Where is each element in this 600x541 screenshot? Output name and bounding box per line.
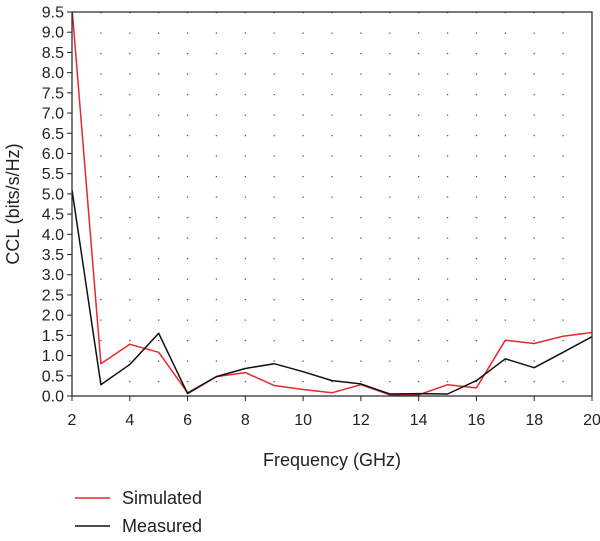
y-tick-label: 7.5 — [42, 85, 64, 102]
y-tick-label: 1.0 — [42, 348, 64, 365]
plot-frame — [71, 11, 593, 397]
y-tick-label: 9.5 — [42, 5, 64, 22]
y-axis-title: CCL (bits/s/Hz) — [3, 143, 23, 264]
series-lines — [72, 12, 592, 396]
series-line-measured — [72, 189, 592, 395]
x-tick-label: 18 — [525, 412, 543, 429]
series-line-simulated — [72, 12, 592, 396]
y-tick-label: 8.5 — [42, 45, 64, 62]
x-tick-label: 6 — [183, 412, 192, 429]
y-tick-label: 3.5 — [42, 247, 64, 264]
y-tick-label: 3.0 — [42, 267, 64, 284]
y-tick-label: 2.0 — [42, 308, 64, 325]
x-tick-label: 8 — [241, 412, 250, 429]
y-tick-label: 0.0 — [42, 389, 64, 406]
grid-dots — [100, 12, 564, 396]
y-tick-label: 2.5 — [42, 287, 64, 304]
x-axis-ticks: 2 4 6 8 10 12 14 16 18 20 — [68, 396, 600, 429]
x-tick-label: 10 — [294, 412, 312, 429]
legend: Simulated Measured — [75, 488, 202, 536]
x-tick-label: 4 — [125, 412, 134, 429]
y-axis-ticks: 0.0 0.5 1.0 1.5 2.0 2.5 3.0 3.5 4.0 4.5 5.0 5.5 6.0 6… — [42, 5, 72, 406]
y-tick-label: 4.0 — [42, 227, 64, 244]
y-tick-label: 8.0 — [42, 65, 64, 82]
x-tick-label: 14 — [410, 412, 428, 429]
x-tick-label: 20 — [583, 412, 600, 429]
y-tick-label: 7.0 — [42, 106, 64, 123]
x-tick-label: 12 — [352, 412, 370, 429]
y-tick-label: 5.0 — [42, 186, 64, 203]
legend-label-measured: Measured — [122, 516, 202, 536]
x-axis-title: Frequency (GHz) — [263, 450, 401, 470]
y-tick-label: 6.5 — [42, 126, 64, 143]
legend-label-simulated: Simulated — [122, 488, 202, 508]
x-tick-label: 2 — [68, 412, 77, 429]
y-tick-label: 5.5 — [42, 166, 64, 183]
x-tick-label: 16 — [468, 412, 486, 429]
y-tick-label: 9.0 — [42, 25, 64, 42]
y-tick-label: 6.0 — [42, 146, 64, 163]
y-tick-label: 1.5 — [42, 328, 64, 345]
y-tick-label: 4.5 — [42, 207, 64, 224]
y-tick-label: 0.5 — [42, 368, 64, 385]
